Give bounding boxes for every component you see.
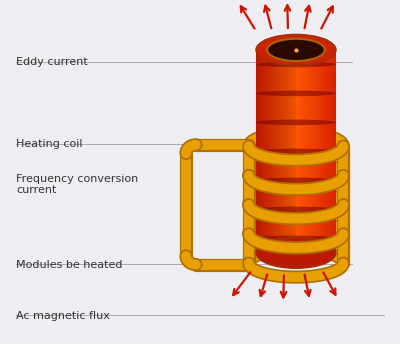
Bar xyxy=(330,50,332,253)
Bar xyxy=(334,50,336,253)
Ellipse shape xyxy=(267,39,325,61)
Bar xyxy=(274,50,276,253)
Bar xyxy=(284,50,286,253)
Bar xyxy=(308,50,310,253)
Ellipse shape xyxy=(256,120,336,125)
Bar xyxy=(256,50,258,253)
Text: Frequency conversion
current: Frequency conversion current xyxy=(16,174,138,195)
Bar xyxy=(266,50,268,253)
Bar xyxy=(318,50,320,253)
Bar xyxy=(298,50,300,253)
Ellipse shape xyxy=(256,206,336,212)
Ellipse shape xyxy=(256,178,336,183)
Bar xyxy=(304,50,306,253)
Bar xyxy=(300,50,302,253)
Bar xyxy=(282,50,284,253)
Ellipse shape xyxy=(256,62,336,67)
Text: Ac magnetic flux: Ac magnetic flux xyxy=(16,311,110,321)
Ellipse shape xyxy=(256,237,336,268)
Bar xyxy=(294,50,296,253)
Bar xyxy=(276,50,278,253)
Ellipse shape xyxy=(256,90,336,96)
Bar xyxy=(328,50,330,253)
Bar xyxy=(322,50,324,253)
Text: Heating coil: Heating coil xyxy=(16,139,82,149)
Bar xyxy=(260,50,262,253)
Bar xyxy=(272,50,274,253)
Bar xyxy=(286,50,288,253)
Text: Modules be heated: Modules be heated xyxy=(16,260,122,270)
Bar xyxy=(332,50,334,253)
Bar xyxy=(312,50,314,253)
Bar xyxy=(326,50,328,253)
Text: Eddy current: Eddy current xyxy=(16,57,88,67)
Bar xyxy=(288,50,290,253)
Ellipse shape xyxy=(256,149,336,154)
Bar xyxy=(302,50,304,253)
Bar xyxy=(316,50,318,253)
Ellipse shape xyxy=(256,34,336,65)
Bar xyxy=(292,50,294,253)
Bar xyxy=(290,50,292,253)
Bar xyxy=(324,50,326,253)
Bar xyxy=(258,50,260,253)
Bar xyxy=(310,50,312,253)
Bar xyxy=(296,50,298,253)
Bar xyxy=(314,50,316,253)
Ellipse shape xyxy=(256,236,336,241)
Bar xyxy=(262,50,264,253)
Bar xyxy=(264,50,266,253)
Bar xyxy=(268,50,270,253)
Bar xyxy=(270,50,272,253)
Bar xyxy=(278,50,280,253)
Bar xyxy=(306,50,308,253)
Bar xyxy=(320,50,322,253)
Bar xyxy=(280,50,282,253)
